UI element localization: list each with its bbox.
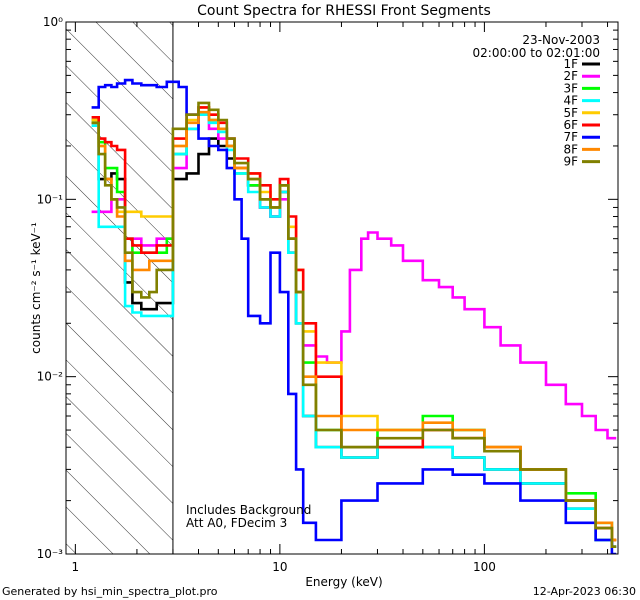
y-tick-label: 10⁻¹	[37, 192, 64, 206]
legend-label-7f: 7F	[563, 130, 578, 144]
footer-generated-by: Generated by hsi_min_spectra_plot.pro	[2, 585, 218, 598]
series-line-9f	[91, 101, 617, 548]
y-axis-label: counts cm⁻² s⁻¹ keV⁻¹	[29, 222, 43, 354]
annotation-attenuator: Att A0, FDecim 3	[186, 516, 287, 530]
annotation-background: Includes Background	[186, 503, 311, 517]
x-axis-label: Energy (keV)	[305, 575, 382, 589]
series-layer	[91, 78, 617, 554]
axis-ticks: 1 10 100 10⁰ 10⁻¹ 10⁻² 10⁻³	[37, 15, 618, 574]
chart-title: Count Spectra for RHESSI Front Segments	[197, 3, 491, 19]
y-tick-label: 10⁰	[43, 15, 63, 29]
x-tick-label: 1	[72, 560, 80, 574]
y-tick-label: 10⁻³	[37, 547, 64, 561]
legend-time-range: 02:00:00 to 02:01:00	[473, 46, 600, 60]
legend-date: 23-Nov-2003	[522, 33, 600, 47]
legend-label-4f: 4F	[563, 94, 578, 108]
excluded-region-hatch	[66, 22, 173, 554]
series-line-7f	[91, 78, 617, 554]
legend-label-9f: 9F	[563, 155, 578, 169]
legend-label-6f: 6F	[563, 118, 578, 132]
x-tick-label: 10	[272, 560, 287, 574]
legend-label-3f: 3F	[563, 81, 578, 95]
y-tick-label: 10⁻²	[37, 370, 64, 384]
x-tick-label: 100	[473, 560, 496, 574]
legend-label-8f: 8F	[563, 142, 578, 156]
legend-label-2f: 2F	[563, 69, 578, 83]
footer-timestamp: 12-Apr-2023 06:30	[533, 585, 636, 598]
legend-label-1f: 1F	[563, 57, 578, 71]
legend-label-5f: 5F	[563, 106, 578, 120]
plot-frame	[65, 21, 619, 555]
